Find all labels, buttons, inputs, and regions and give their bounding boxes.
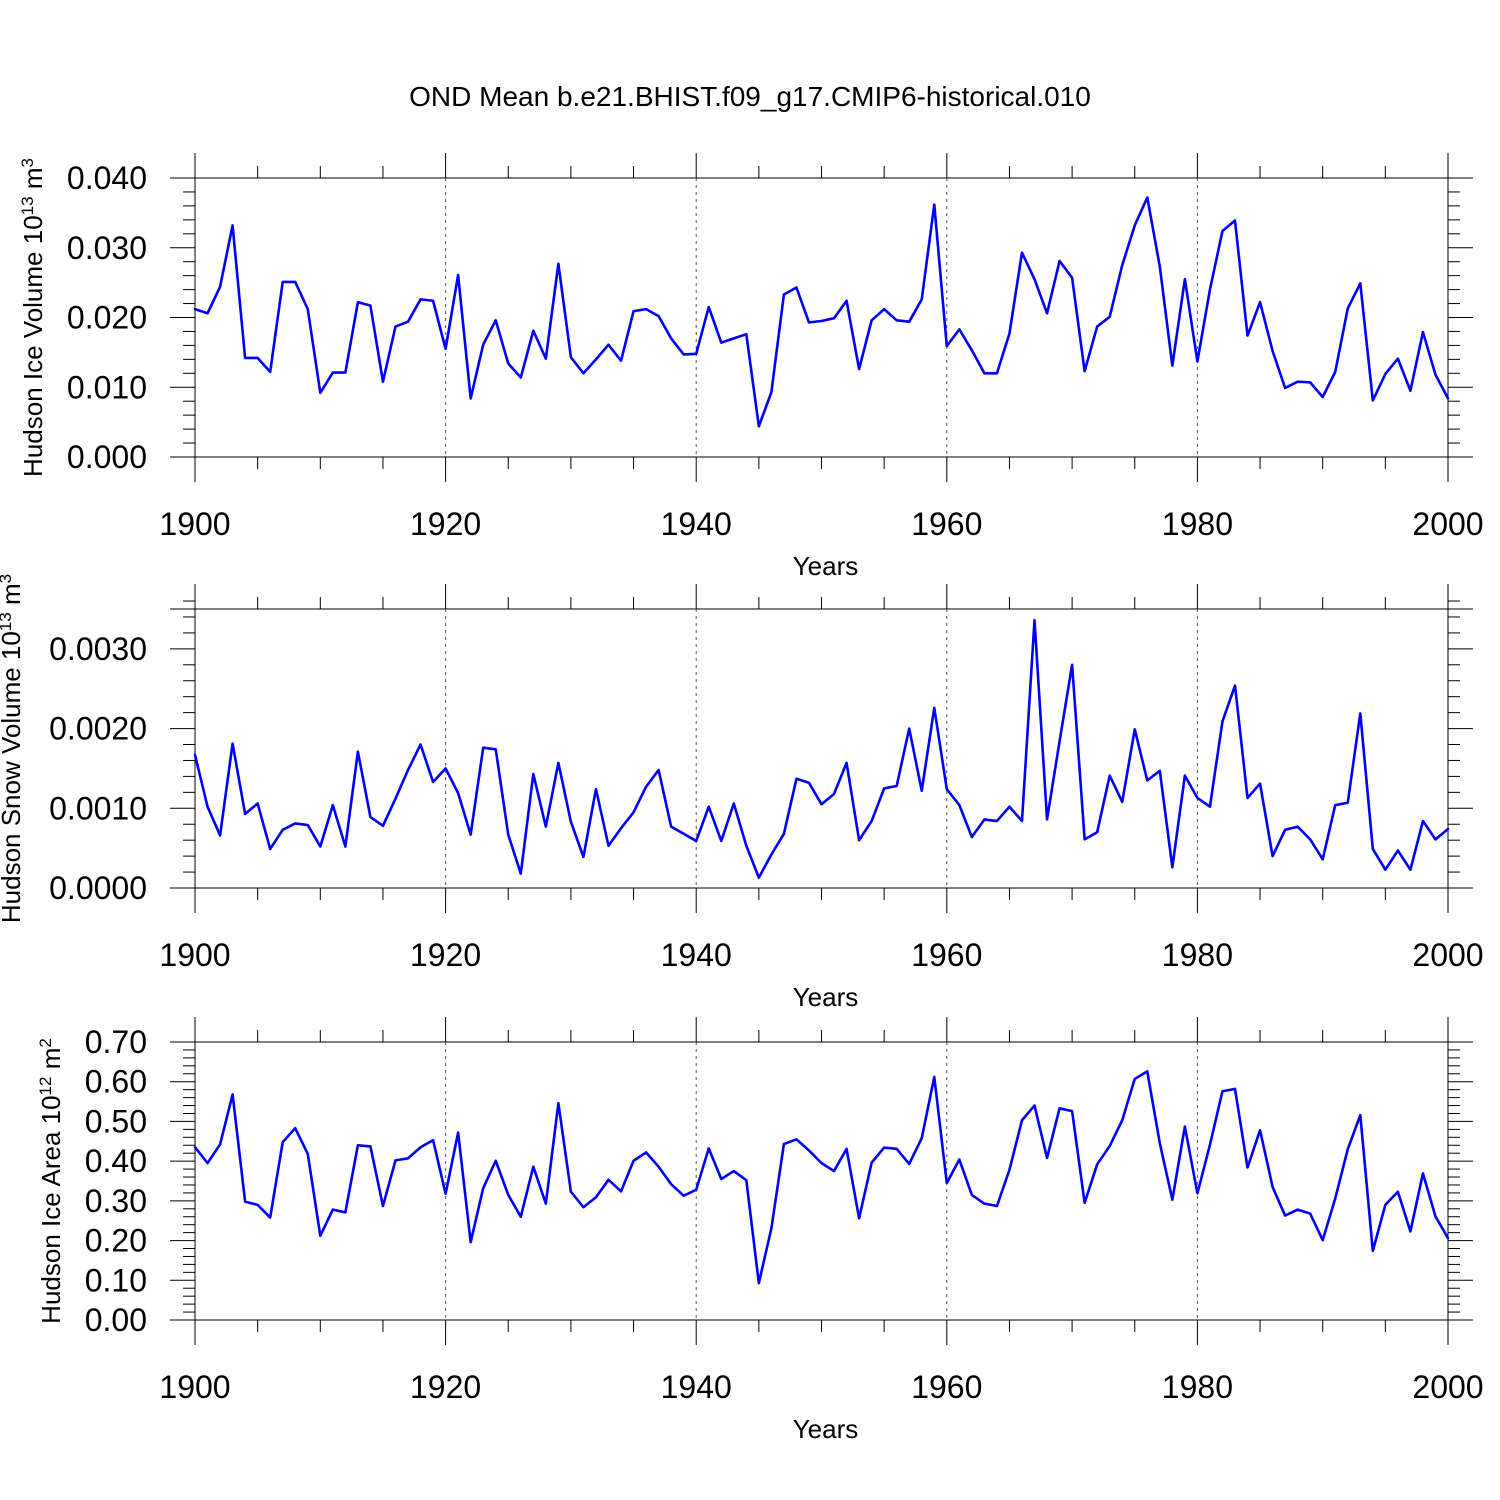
y-tick-label: 0.0000 bbox=[49, 870, 147, 906]
panels: 0.000 0.010 0.020 0.030 0.040 1900 1920 1940 196… bbox=[0, 153, 1484, 1444]
x-tick-label: 1920 bbox=[410, 937, 481, 973]
panel-1: 0.000 0.010 0.020 0.030 0.040 1900 1920 1940 196… bbox=[18, 153, 1484, 581]
y-axis-label: Hudson Ice Area 1012 m2 bbox=[36, 1038, 66, 1324]
y-tick-label: 0.60 bbox=[85, 1064, 147, 1100]
x-tick-label: 1940 bbox=[661, 1369, 732, 1405]
x-tick-label: 1980 bbox=[1162, 506, 1233, 542]
x-tick-label: 1980 bbox=[1162, 937, 1233, 973]
x-tick-label: 1960 bbox=[911, 937, 982, 973]
x-tick-label: 1900 bbox=[159, 1369, 230, 1405]
series-line bbox=[193, 196, 1450, 428]
y-tick-label: 0.0020 bbox=[49, 711, 147, 747]
x-tick-label: 1980 bbox=[1162, 1369, 1233, 1405]
y-tick-label: 0.0030 bbox=[49, 631, 147, 667]
y-tick-label: 0.30 bbox=[85, 1183, 147, 1219]
x-tick-label: 1960 bbox=[911, 506, 982, 542]
panel-3: 0.00 0.100.20 0.30 0.40 0.500.60 0.70 1900 1920… bbox=[36, 1017, 1484, 1444]
x-tick-label: 1900 bbox=[159, 937, 230, 973]
y-tick-label: 0.20 bbox=[85, 1223, 147, 1259]
y-tick-label: 0.40 bbox=[85, 1143, 147, 1179]
x-tick-label: 2000 bbox=[1412, 506, 1483, 542]
x-tick-label: 1960 bbox=[911, 1369, 982, 1405]
y-tick-label: 0.0010 bbox=[49, 790, 147, 826]
figure-title: OND Mean b.e21.BHIST.f09_g17.CMIP6-histo… bbox=[409, 81, 1091, 112]
y-tick-label: 0.010 bbox=[67, 369, 147, 405]
y-axis-label: Hudson Ice Volume 1013 m3 bbox=[18, 158, 48, 477]
x-axis-label: Years bbox=[793, 551, 859, 581]
x-axis-label: Years bbox=[793, 982, 859, 1012]
y-axis-label: Hudson Snow Volume 1013 m3 bbox=[0, 574, 26, 923]
y-tick-label: 0.040 bbox=[67, 160, 147, 196]
series-line bbox=[193, 1070, 1450, 1285]
y-tick-label: 0.70 bbox=[85, 1024, 147, 1060]
x-tick-label: 1920 bbox=[410, 1369, 481, 1405]
y-tick-label: 0.50 bbox=[85, 1103, 147, 1139]
x-tick-label: 1900 bbox=[159, 506, 230, 542]
x-tick-label: 2000 bbox=[1412, 937, 1483, 973]
y-tick-label: 0.10 bbox=[85, 1262, 147, 1298]
x-tick-label: 2000 bbox=[1412, 1369, 1483, 1405]
y-tick-label: 0.030 bbox=[67, 230, 147, 266]
y-tick-label: 0.00 bbox=[85, 1302, 147, 1338]
y-tick-label: 0.020 bbox=[67, 300, 147, 336]
x-tick-label: 1940 bbox=[661, 506, 732, 542]
panel-2: 0.0000 0.0010 0.0020 0.0030 1900 1920 1940 1960… bbox=[0, 574, 1484, 1012]
x-tick-label: 1940 bbox=[661, 937, 732, 973]
y-tick-label: 0.000 bbox=[67, 439, 147, 475]
x-axis-label: Years bbox=[793, 1414, 859, 1444]
series-line bbox=[193, 618, 1450, 879]
x-tick-label: 1920 bbox=[410, 506, 481, 542]
